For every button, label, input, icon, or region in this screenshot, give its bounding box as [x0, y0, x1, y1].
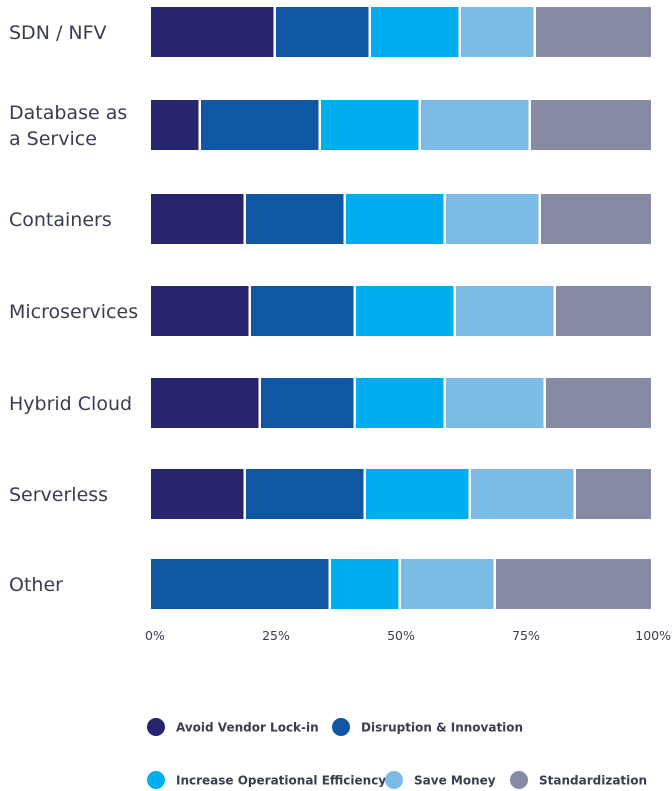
legend-swatch-disruption-innovation [332, 718, 350, 736]
legend-label-disruption-innovation: Disruption & Innovation [361, 721, 523, 735]
category-label-serverless: Serverless [9, 484, 108, 506]
bar-microservices-increase-operational-efficiency [356, 286, 454, 336]
bar-hybrid-cloud-disruption-innovation [261, 378, 354, 428]
bar-hybrid-cloud-increase-operational-efficiency [356, 378, 444, 428]
bar-hybrid-cloud-avoid-vendor-lock-in [151, 378, 259, 428]
bar-database-as-a-service-increase-operational-efficiency [321, 100, 419, 150]
bar-serverless-standardization [576, 469, 651, 519]
legend-swatch-save-money [385, 771, 403, 789]
x-tick-0: 0% [145, 628, 165, 643]
x-tick-50: 50% [387, 628, 415, 643]
bar-containers-standardization [541, 194, 651, 244]
legend-swatch-increase-operational-efficiency [147, 771, 165, 789]
category-label-database-as-a-service: Database as a Service [9, 102, 127, 150]
legend-label-save-money: Save Money [414, 774, 496, 788]
bar-containers-increase-operational-efficiency [346, 194, 444, 244]
legend-item-avoid-vendor-lock-in: Avoid Vendor Lock-in [147, 718, 319, 736]
bar-database-as-a-service-standardization [531, 100, 651, 150]
bar-sdn-nfv-disruption-innovation [276, 7, 369, 57]
bar-database-as-a-service-save-money [421, 100, 529, 150]
bar-microservices-disruption-innovation [251, 286, 354, 336]
legend-swatch-standardization [510, 771, 528, 789]
x-tick-75: 75% [512, 628, 540, 643]
bar-serverless-avoid-vendor-lock-in [151, 469, 244, 519]
bar-containers-save-money [446, 194, 539, 244]
bar-sdn-nfv-avoid-vendor-lock-in [151, 7, 274, 57]
bar-serverless-save-money [471, 469, 574, 519]
bar-sdn-nfv-increase-operational-efficiency [371, 7, 459, 57]
bar-microservices-avoid-vendor-lock-in [151, 286, 249, 336]
bar-serverless-increase-operational-efficiency [366, 469, 469, 519]
legend-item-increase-operational-efficiency: Increase Operational Efficiency [147, 771, 386, 789]
category-label-hybrid-cloud: Hybrid Cloud [9, 393, 132, 415]
legend: Avoid Vendor Lock-in Disruption & Innovat… [147, 718, 647, 789]
bar-database-as-a-service-avoid-vendor-lock-in [151, 100, 199, 150]
x-tick-25: 25% [262, 628, 290, 643]
legend-label-increase-operational-efficiency: Increase Operational Efficiency [176, 774, 386, 788]
legend-item-save-money: Save Money [385, 771, 496, 789]
bar-hybrid-cloud-standardization [546, 378, 651, 428]
category-label-other: Other [9, 574, 63, 596]
bar-containers-disruption-innovation [246, 194, 344, 244]
bar-hybrid-cloud-save-money [446, 378, 544, 428]
bar-serverless-disruption-innovation [246, 469, 364, 519]
legend-label-standardization: Standardization [539, 774, 647, 788]
category-labels: SDN / NFV Database as a Service Containers M… [9, 22, 138, 596]
bar-containers-avoid-vendor-lock-in [151, 194, 244, 244]
bar-other-save-money [401, 559, 494, 609]
category-label-microservices: Microservices [9, 301, 138, 323]
legend-item-standardization: Standardization [510, 771, 647, 789]
bar-sdn-nfv-save-money [461, 7, 534, 57]
category-label-containers: Containers [9, 209, 112, 231]
legend-item-disruption-innovation: Disruption & Innovation [332, 718, 523, 736]
bars-group [151, 7, 651, 609]
bar-microservices-save-money [456, 286, 554, 336]
bar-sdn-nfv-standardization [536, 7, 651, 57]
bar-database-as-a-service-disruption-innovation [201, 100, 319, 150]
bar-microservices-standardization [556, 286, 651, 336]
legend-label-avoid-vendor-lock-in: Avoid Vendor Lock-in [176, 721, 319, 735]
legend-swatch-avoid-vendor-lock-in [147, 718, 165, 736]
x-tick-100: 100% [635, 628, 671, 643]
category-label-sdn-nfv: SDN / NFV [9, 22, 107, 44]
bar-other-increase-operational-efficiency [331, 559, 399, 609]
bar-other-standardization [496, 559, 651, 609]
x-axis-ticks: 0% 25% 50% 75% 100% [145, 628, 671, 643]
bar-other-disruption-innovation [151, 559, 329, 609]
